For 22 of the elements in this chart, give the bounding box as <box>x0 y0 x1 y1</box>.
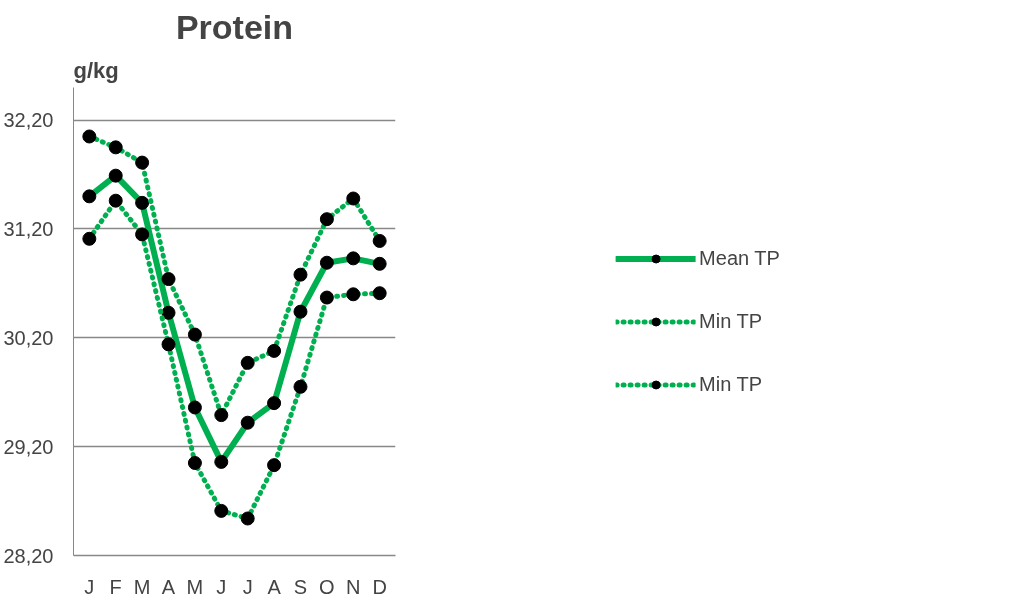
chart-title: Protein <box>175 7 294 46</box>
y-tick-label: 28,20 <box>3 544 54 567</box>
x-tick-label: J <box>242 575 253 598</box>
x-tick-label: D <box>372 575 387 598</box>
y-tick-label: 29,20 <box>3 435 54 458</box>
x-tick-label: J <box>216 575 227 598</box>
legend-label: Min TP <box>699 309 763 333</box>
x-tick-label: S <box>293 575 308 598</box>
x-tick-label: O <box>319 575 335 598</box>
y-tick-label: 31,20 <box>3 217 54 240</box>
x-tick-label: M <box>186 575 204 598</box>
y-tick-label: 32,20 <box>3 109 54 132</box>
legend-label: Mean TP <box>699 246 780 270</box>
x-tick-label: J <box>84 575 95 598</box>
legend-label: Min TP <box>699 372 763 396</box>
y-tick-label: 30,20 <box>3 326 54 349</box>
y-axis-title: g/kg <box>73 57 119 83</box>
x-tick-label: A <box>267 575 282 598</box>
x-tick-label: F <box>109 575 122 598</box>
x-tick-label: A <box>161 575 176 598</box>
x-tick-label: N <box>346 575 361 598</box>
x-tick-label: M <box>133 575 151 598</box>
